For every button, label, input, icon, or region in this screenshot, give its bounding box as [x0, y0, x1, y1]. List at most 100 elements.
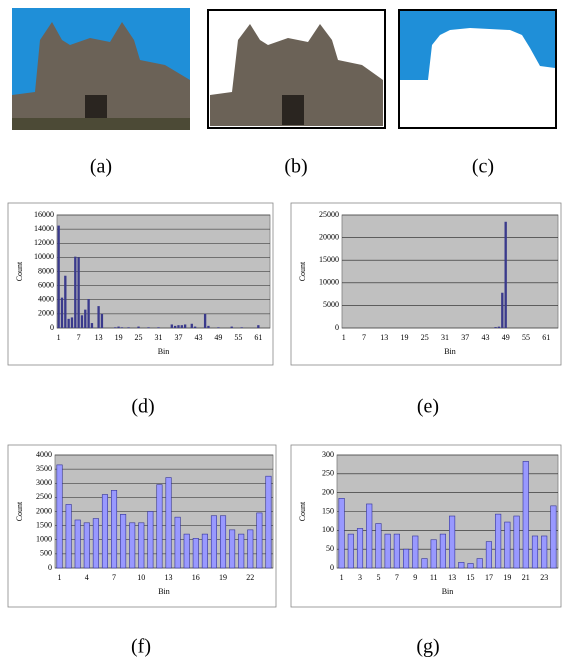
bar [127, 327, 129, 328]
y-tick-label: 25000 [319, 210, 339, 219]
x-tick-label: 23 [540, 573, 548, 582]
y-tick-label: 500 [40, 549, 52, 558]
bar [74, 257, 76, 328]
bar [121, 327, 123, 328]
x-tick-label: 13 [165, 573, 173, 582]
bar [532, 536, 538, 568]
x-tick-label: 1 [57, 333, 61, 342]
bar [66, 504, 71, 568]
x-axis-label: Bin [158, 587, 170, 596]
bar [498, 327, 500, 328]
bar [257, 513, 262, 568]
x-tick-label: 5 [376, 573, 380, 582]
x-tick-label: 1 [340, 573, 344, 582]
bar [486, 542, 492, 568]
bar [114, 327, 116, 328]
bar [57, 226, 59, 328]
bar [77, 257, 79, 328]
bar [551, 506, 557, 568]
bar [71, 317, 73, 328]
bar [357, 528, 363, 568]
y-tick-label: 12000 [34, 238, 54, 247]
bar [385, 534, 391, 568]
x-tick-label: 13 [380, 333, 388, 342]
x-tick-label: 7 [77, 333, 81, 342]
bar [339, 498, 345, 568]
bar [67, 319, 69, 328]
bar [505, 522, 511, 568]
y-tick-label: 15000 [319, 255, 339, 264]
x-tick-label: 43 [194, 333, 202, 342]
bar [468, 563, 474, 568]
y-tick-label: 200 [322, 487, 334, 496]
x-axis-label: Bin [442, 587, 454, 596]
bar [477, 559, 483, 568]
x-tick-label: 61 [542, 333, 550, 342]
x-tick-label: 1 [342, 333, 346, 342]
x-tick-label: 55 [234, 333, 242, 342]
y-tick-label: 6000 [38, 280, 54, 289]
y-tick-label: 0 [335, 323, 339, 332]
bar [541, 536, 547, 568]
bar [211, 516, 216, 568]
x-tick-label: 19 [115, 333, 123, 342]
x-tick-label: 19 [400, 333, 408, 342]
bar [248, 530, 253, 568]
y-axis-label: Count [298, 261, 307, 281]
bar [157, 327, 159, 328]
y-tick-label: 2000 [38, 309, 54, 318]
bar [431, 540, 437, 568]
bar [514, 516, 520, 568]
bar [422, 559, 428, 568]
bar [501, 293, 503, 328]
caption: (a) [90, 156, 112, 178]
x-tick-label: 43 [481, 333, 489, 342]
bar [64, 276, 66, 328]
x-tick-label: 11 [430, 573, 438, 582]
bar [175, 517, 180, 568]
y-tick-label: 4000 [36, 450, 52, 459]
y-tick-label: 1000 [36, 535, 52, 544]
x-tick-label: 25 [135, 333, 143, 342]
y-tick-label: 0 [48, 563, 52, 572]
y-axis-label: Count [298, 501, 307, 521]
x-tick-label: 10 [137, 573, 145, 582]
bar [266, 476, 271, 568]
x-axis-label: Bin [444, 347, 456, 356]
plot-area [342, 215, 558, 328]
y-tick-label: 1500 [36, 520, 52, 529]
x-tick-label: 19 [503, 573, 511, 582]
bar [376, 524, 382, 568]
bar [449, 516, 455, 568]
y-tick-label: 2000 [36, 506, 52, 515]
y-tick-label: 8000 [38, 266, 54, 275]
y-tick-label: 3500 [36, 464, 52, 473]
x-tick-label: 61 [254, 333, 262, 342]
bar [194, 327, 196, 328]
bar [348, 534, 354, 568]
bar [459, 562, 465, 568]
x-axis-label: Bin [158, 347, 170, 356]
bar [61, 298, 63, 328]
bar [84, 523, 89, 568]
y-tick-label: 150 [322, 506, 334, 515]
y-tick-label: 300 [322, 450, 334, 459]
x-tick-label: 13 [95, 333, 103, 342]
x-tick-label: 31 [155, 333, 163, 342]
y-tick-label: 10000 [34, 252, 54, 261]
bar [148, 512, 153, 569]
y-tick-label: 50 [326, 544, 334, 553]
y-tick-label: 2500 [36, 492, 52, 501]
y-tick-label: 0 [50, 323, 54, 332]
bar [505, 222, 507, 328]
bar [413, 536, 419, 568]
bar [184, 324, 186, 328]
x-tick-label: 4 [85, 573, 89, 582]
x-tick-label: 49 [214, 333, 222, 342]
bar [137, 327, 139, 328]
bar [231, 327, 233, 328]
x-tick-label: 9 [413, 573, 417, 582]
bar [202, 534, 207, 568]
